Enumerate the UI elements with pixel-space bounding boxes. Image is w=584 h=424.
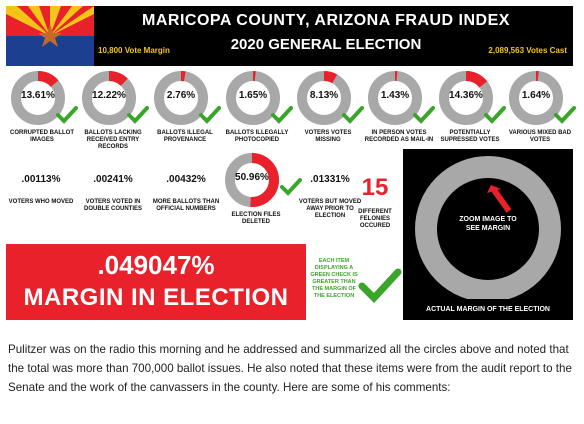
vote-margin-label: 10,800 Vote Margin [98, 46, 170, 55]
zoom-caption: ACTUAL MARGIN OF THE ELECTION [426, 306, 550, 313]
green-check-icon [127, 106, 149, 129]
donut-label: POTENTIALLY SUPRESSED VOTES [440, 130, 500, 143]
donut-value: 12.22% [92, 90, 126, 101]
felonies-count: 15 [361, 174, 389, 201]
donut-item: 1.43% IN PERSON VOTES RECORDED AS MAIL-IN [363, 70, 435, 144]
donut-chart: 50.96% [224, 152, 280, 208]
stat-moved-away: .01331% VOTERS BUT MOVED AWAY PRIOR TO E… [295, 174, 365, 220]
donut-chart: 2.76% [153, 70, 209, 126]
donut-label: BALLOTS ILLEGAL PROVENANCE [157, 130, 213, 143]
stat-double-counties: .00241% VOTERS VOTED IN DOUBLE COUNTIES [78, 174, 148, 213]
donut-value: 1.64% [521, 90, 551, 101]
donut-value: 1.65% [238, 90, 268, 101]
green-check-icon [413, 106, 435, 129]
green-check-icon [484, 106, 506, 129]
page-title: MARICOPA COUNTY, ARIZONA FRAUD INDEX [142, 12, 510, 29]
donut-arc [509, 71, 563, 125]
donut-item: 8.13% VOTERS VOTES MISSING [292, 70, 364, 144]
donut-label: CORRUPTED BALLOT IMAGES [10, 130, 74, 143]
donut-arc [225, 153, 279, 207]
margin-label: MARGIN IN ELECTION [23, 284, 289, 311]
donut-value: 1.43% [380, 90, 410, 101]
donut-chart: 1.65% [225, 70, 281, 126]
donut-arc [82, 71, 136, 125]
donut-value: 8.13% [309, 90, 339, 101]
article-paragraph: Pulitzer was on the radio this morning a… [8, 343, 572, 394]
donut-arc [439, 71, 493, 125]
stat-value: .01331% [310, 174, 350, 185]
green-check-icon [56, 106, 78, 129]
margin-banner: .049047% MARGIN IN ELECTION [6, 244, 306, 320]
donut-value: 13.61% [21, 90, 55, 101]
donut-label: BALLOTS ILLEGALLY PHOTOCOPIED [225, 130, 289, 143]
stat-more-ballots: .00432% MORE BALLOTS THAN OFFICIAL NUMBE… [151, 174, 221, 213]
zoom-hint: ZOOM IMAGE TO SEE MARGIN [459, 216, 517, 232]
stat-value: .00432% [166, 174, 206, 185]
donut-label: IN PERSON VOTES RECORDED AS MAIL-IN [364, 130, 434, 143]
donut-item: 13.61% CORRUPTED BALLOT IMAGES [6, 70, 78, 144]
donut-chart: 1.64% [508, 70, 564, 126]
donut-item: 1.64% VARIOUS MIXED BAD VOTES [504, 70, 576, 144]
votes-cast-label: 2,089,563 Votes Cast [488, 46, 567, 55]
donut-item: 2.76% BALLOTS ILLEGAL PROVENANCE [149, 70, 221, 144]
stat-label: VOTERS VOTED IN DOUBLE COUNTIES [83, 199, 142, 212]
donut-arc [226, 71, 280, 125]
donut-label: VARIOUS MIXED BAD VOTES [508, 130, 572, 143]
zoom-panel: ZOOM IMAGE TO SEE MARGIN ACTUAL MARGIN O… [403, 149, 573, 320]
felonies-label: DIFFERENT FELONIES OCCURED [358, 209, 392, 229]
stat-label: VOTERS BUT MOVED AWAY PRIOR TO ELECTION [298, 199, 362, 219]
large-green-check-icon [358, 268, 402, 309]
green-check-icon [342, 106, 364, 129]
arizona-flag-icon [6, 6, 94, 66]
donut-arc [297, 71, 351, 125]
green-check-icon [199, 106, 221, 129]
stat-label: MORE BALLOTS THAN OFFICIAL NUMBERS [152, 199, 220, 212]
stat-voters-moved: .00113% VOTERS WHO MOVED [6, 174, 76, 206]
donut-arc [368, 71, 422, 125]
green-check-icon [271, 106, 293, 129]
green-check-icon [554, 106, 576, 129]
donut-item: 14.36% POTENTIALLY SUPRESSED VOTES [434, 70, 506, 144]
stat-label: VOTERS WHO MOVED [8, 199, 74, 205]
donut-item: 1.65% BALLOTS ILLEGALLY PHOTOCOPIED [221, 70, 293, 144]
donut-arc [154, 71, 208, 125]
green-check-icon [280, 178, 302, 201]
page-subtitle: 2020 GENERAL ELECTION [230, 36, 422, 53]
stat-value: .00113% [21, 174, 61, 185]
fraud-index-infographic: MARICOPA COUNTY, ARIZONA FRAUD INDEX 202… [6, 6, 576, 320]
donut-item: 12.22% BALLOTS LACKING RECEIVED ENTRY REC… [77, 70, 149, 151]
donut-label: BALLOTS LACKING RECEIVED ENTRY RECORDS [84, 130, 142, 150]
donut-value: 50.96% [235, 172, 269, 183]
donut-label: VOTERS VOTES MISSING [304, 130, 352, 143]
infographic-header: MARICOPA COUNTY, ARIZONA FRAUD INDEX 202… [6, 6, 573, 66]
donut-chart: 1.43% [367, 70, 423, 126]
margin-percent: .049047% [97, 250, 215, 280]
donut-election-files: 50.96% ELECTION FILES DELETED [220, 152, 292, 226]
donut-value: 2.76% [166, 90, 196, 101]
donut-arc [11, 71, 65, 125]
donut-chart: 13.61% [10, 70, 66, 126]
arrow-icon [487, 185, 512, 213]
donut-label: ELECTION FILES DELETED [231, 212, 281, 225]
donut-chart: 14.36% [438, 70, 494, 126]
donut-value: 14.36% [449, 90, 483, 101]
stat-value: .00241% [93, 174, 133, 185]
donut-chart: 8.13% [296, 70, 352, 126]
green-check-note: EACH ITEM DISPLAYING A GREEN CHECK IS GR… [310, 258, 358, 299]
donut-chart: 12.22% [81, 70, 137, 126]
